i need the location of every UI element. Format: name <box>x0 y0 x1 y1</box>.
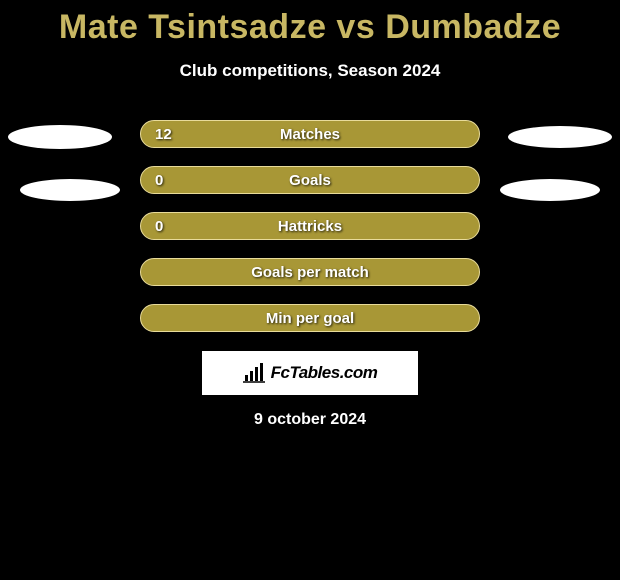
stat-label: Matches <box>141 126 479 143</box>
stat-pill-matches: 12 Matches <box>140 120 480 148</box>
logo-box: FcTables.com <box>202 351 418 395</box>
stat-pill-hattricks: 0 Hattricks <box>140 212 480 240</box>
subtitle: Club competitions, Season 2024 <box>0 61 620 81</box>
stat-pill-goals: 0 Goals <box>140 166 480 194</box>
stat-row: 0 Goals <box>0 157 620 203</box>
page-title: Mate Tsintsadze vs Dumbadze <box>0 0 620 47</box>
logo[interactable]: FcTables.com <box>243 363 378 383</box>
stat-label: Goals <box>141 172 479 189</box>
bar-chart-icon <box>243 363 267 383</box>
stat-pill-goals-per-match: Goals per match <box>140 258 480 286</box>
stat-row: Goals per match <box>0 249 620 295</box>
stat-row: 0 Hattricks <box>0 203 620 249</box>
stat-value: 0 <box>141 172 191 189</box>
stat-rows: 12 Matches 0 Goals 0 Hattricks Goals per… <box>0 111 620 341</box>
stat-label: Min per goal <box>141 310 479 327</box>
stat-value: 0 <box>141 218 191 235</box>
stat-pill-min-per-goal: Min per goal <box>140 304 480 332</box>
stat-value: 12 <box>141 126 191 143</box>
date-label: 9 october 2024 <box>0 411 620 429</box>
logo-text: FcTables.com <box>271 363 378 383</box>
stat-row: 12 Matches <box>0 111 620 157</box>
stat-label: Hattricks <box>141 218 479 235</box>
stat-label: Goals per match <box>141 264 479 281</box>
stat-row: Min per goal <box>0 295 620 341</box>
